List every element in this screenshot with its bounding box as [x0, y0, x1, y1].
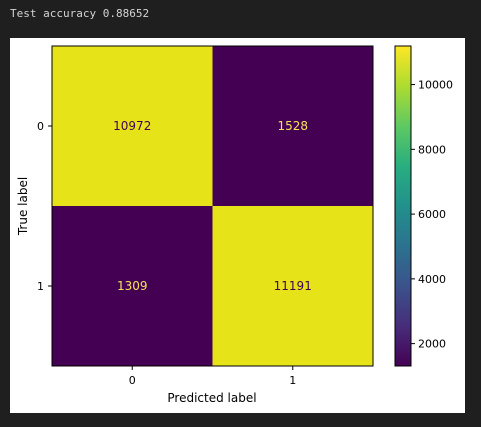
y-tick-label-1: 1: [37, 280, 44, 293]
confusion-matrix-chart: 10972 1528 1309 11191 0 1 0 1 Predicted label…: [16, 45, 453, 405]
matrix-cell-1-1: [212, 206, 373, 366]
colorbar-tick-label-2000: 2000: [418, 338, 446, 351]
matrix-cell-0-1: [212, 46, 373, 206]
matrix-cell-value-1-1: 11191: [274, 279, 312, 293]
matrix-cell-value-0-0: 10972: [113, 119, 151, 133]
colorbar-tick-label-6000: 6000: [418, 208, 446, 221]
matrix-cell-value-0-1: 1528: [277, 119, 308, 133]
colorbar-tick-label-8000: 8000: [418, 143, 446, 156]
matrix-cell-value-1-0: 1309: [117, 279, 148, 293]
x-axis-label: Predicted label: [167, 391, 256, 405]
plot-frame: [51, 45, 374, 367]
output-accuracy-text: Test accuracy 0.88652: [10, 7, 150, 20]
colorbar: [394, 45, 412, 367]
confusion-matrix-figure: 10972 1528 1309 11191 0 1 0 1 Predicted label…: [10, 38, 465, 413]
x-tick-label-1: 1: [289, 374, 296, 387]
y-axis-label: True label: [16, 177, 30, 236]
matrix-cell-0-0: [52, 46, 213, 206]
colorbar-tick-label-4000: 4000: [418, 273, 446, 286]
matrix-cell-1-0: [52, 206, 213, 366]
x-tick-label-0: 0: [129, 374, 136, 387]
y-tick-label-0: 0: [37, 120, 44, 133]
colorbar-tick-label-10000: 10000: [418, 79, 453, 92]
